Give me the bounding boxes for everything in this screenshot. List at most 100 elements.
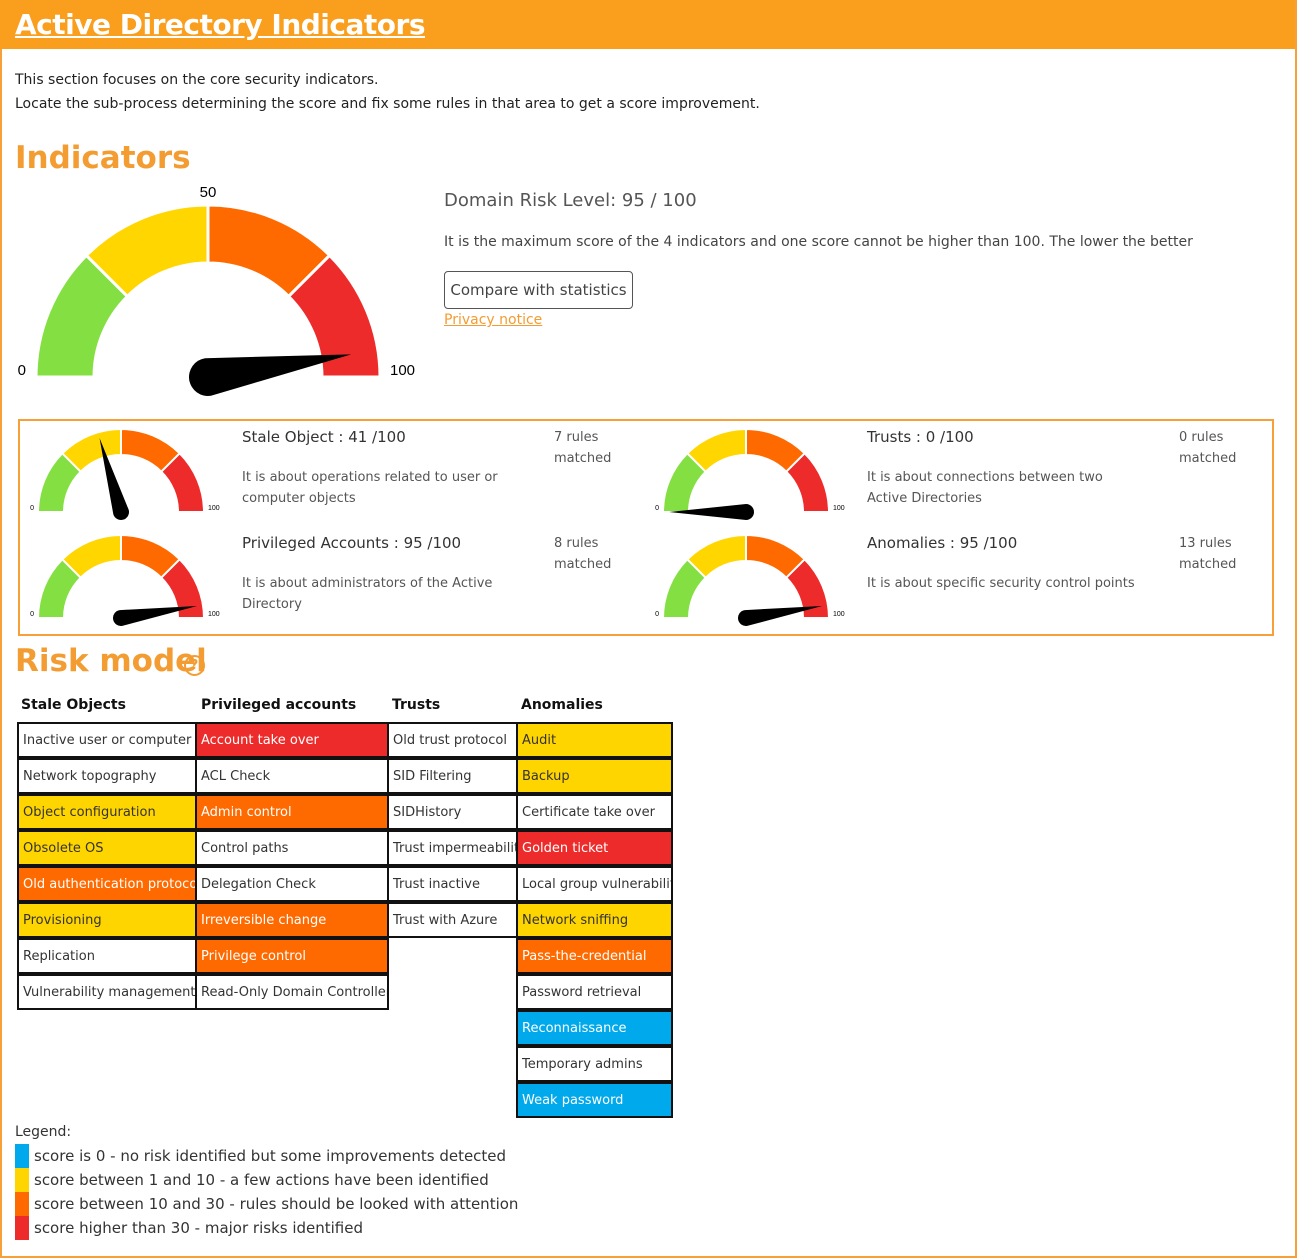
risk-model-cell[interactable]: Account take over (195, 722, 389, 758)
indicators-heading: Indicators (15, 140, 191, 176)
privileged-accounts-gauge: 0 50 100 (30, 533, 220, 626)
risk-model-cell[interactable]: Privilege control (195, 938, 389, 974)
mini-gauge-segment-red (784, 451, 831, 513)
risk-model-cell[interactable]: Obsolete OS (17, 830, 197, 866)
mini-gauge-needle (669, 504, 754, 520)
mini-gauge-tick-mid: 50 (117, 427, 125, 428)
risk-model-cell[interactable]: Control paths (195, 830, 389, 866)
risk-model-cell[interactable]: Pass-the-credential (516, 938, 673, 974)
risk-model-cell[interactable]: Trust inactive (387, 866, 518, 902)
mini-gauge-segment-red (159, 451, 206, 513)
risk-model-cell[interactable]: Network sniffing (516, 902, 673, 938)
indicator-title: Stale Object : 41 /100 (242, 428, 406, 446)
legend-label: score higher than 30 - major risks ident… (34, 1219, 364, 1237)
indicator-description: It is about specific security control po… (867, 576, 1135, 591)
legend-label: score between 10 and 30 - rules should b… (34, 1195, 519, 1213)
risk-model-cell[interactable]: ACL Check (195, 758, 389, 794)
mini-gauge-segment-red (159, 557, 206, 619)
indicator-description: It is about connections between two Acti… (867, 470, 1103, 506)
risk-model-cell[interactable]: Vulnerability management (17, 974, 197, 1010)
risk-model-cell[interactable]: Object configuration (17, 794, 197, 830)
risk-model-cell[interactable]: Old authentication protocols (17, 866, 197, 902)
stale-objects-gauge: 0 50 100 (30, 427, 220, 520)
legend-swatch (15, 1144, 29, 1168)
trusts-gauge: 0 50 100 (655, 427, 845, 520)
privacy-notice-link[interactable]: Privacy notice (444, 312, 543, 328)
domain-gauge-needle (189, 354, 352, 396)
domain-gauge-tick-min: 0 (18, 362, 26, 379)
mini-gauge-needle (738, 605, 823, 626)
indicator-rules-count: 8 rules matched (554, 536, 612, 572)
risk-model-cell[interactable]: Provisioning (17, 902, 197, 938)
risk-model-cell[interactable]: Trust impermeability (387, 830, 518, 866)
risk-column-header: Privileged accounts (201, 697, 357, 713)
risk-model-cell[interactable]: Inactive user or computer (17, 722, 197, 758)
anomalies-gauge: 0 50 100 (655, 533, 845, 626)
risk-column-header: Stale Objects (21, 697, 126, 713)
mini-gauge-tick-mid: 50 (117, 533, 125, 534)
question-circle-icon[interactable]: ? (184, 655, 205, 676)
legend-swatch (15, 1192, 29, 1216)
mini-gauge-tick-min: 0 (30, 505, 34, 512)
mini-gauge-tick-max: 100 (833, 505, 845, 512)
risk-model-cell[interactable]: Trust with Azure (387, 902, 518, 938)
intro-line-2: Locate the sub-process determining the s… (15, 96, 760, 112)
mini-gauge-tick-mid: 50 (742, 427, 750, 428)
risk-model-cell[interactable]: Admin control (195, 794, 389, 830)
risk-model-cell[interactable]: Network topography (17, 758, 197, 794)
indicator-title: Anomalies : 95 /100 (867, 534, 1018, 552)
compare-statistics-button[interactable]: Compare with statistics (444, 271, 633, 309)
page-title[interactable]: Active Directory Indicators (15, 8, 426, 41)
indicator-stale-objects: 0 50 100 Stale Object : 41 /100 It is abou… (20, 423, 640, 527)
mini-gauge-tick-min: 0 (655, 611, 659, 618)
mini-gauge-tick-min: 0 (655, 505, 659, 512)
legend-swatch (15, 1216, 29, 1240)
risk-model-cell[interactable]: Password retrieval (516, 974, 673, 1010)
risk-model-cell[interactable]: Local group vulnerability (516, 866, 673, 902)
indicator-privileged-accounts: 0 50 100 Privileged Accounts : 95 /100 It … (20, 529, 640, 633)
mini-gauge-tick-min: 0 (30, 611, 34, 618)
risk-model-cell[interactable]: Reconnaissance (516, 1010, 673, 1046)
legend-label: score between 1 and 10 - a few actions h… (34, 1171, 489, 1189)
mini-gauge-segment-red (784, 557, 831, 619)
risk-model-cell[interactable]: SID Filtering (387, 758, 518, 794)
mini-gauge-tick-max: 100 (208, 611, 220, 618)
mini-gauge-tick-mid: 50 (742, 533, 750, 534)
indicator-anomalies: 0 50 100 Anomalies : 95 /100 It is about s… (645, 529, 1265, 633)
mini-gauge-needle (113, 605, 198, 626)
indicators-panel: 0 50 100 Stale Object : 41 /100 It is abou… (18, 419, 1274, 636)
indicator-rules-count: 13 rules matched (1179, 536, 1237, 572)
risk-column-header: Anomalies (521, 697, 603, 713)
risk-model-cell[interactable]: Old trust protocol (387, 722, 518, 758)
risk-model-cell[interactable]: Replication (17, 938, 197, 974)
legend-swatch (15, 1168, 29, 1192)
legend-label: score is 0 - no risk identified but some… (34, 1147, 507, 1165)
intro-text: This section focuses on the core securit… (15, 68, 760, 116)
risk-model-cell[interactable]: Golden ticket (516, 830, 673, 866)
risk-model-heading: Risk model (15, 643, 207, 679)
domain-risk-title: Domain Risk Level: 95 / 100 (444, 190, 697, 211)
risk-model-cell[interactable]: Delegation Check (195, 866, 389, 902)
risk-model-cell[interactable]: Weak password (516, 1082, 673, 1118)
intro-line-1: This section focuses on the core securit… (15, 72, 379, 88)
indicator-rules-count: 7 rules matched (554, 430, 612, 466)
mini-gauge-tick-max: 100 (208, 505, 220, 512)
indicator-rules-count: 0 rules matched (1179, 430, 1237, 466)
risk-model-cell[interactable]: Audit (516, 722, 673, 758)
domain-risk-description: It is the maximum score of the 4 indicat… (444, 234, 1193, 250)
risk-model-cell[interactable]: Backup (516, 758, 673, 794)
domain-gauge-segment-red (286, 253, 382, 379)
risk-model-cell[interactable]: Certificate take over (516, 794, 673, 830)
risk-model-cell[interactable]: Read-Only Domain Controllers (195, 974, 389, 1010)
indicator-description: It is about operations related to user o… (242, 470, 498, 506)
risk-model-cell[interactable]: Temporary admins (516, 1046, 673, 1082)
domain-gauge-tick-mid: 50 (200, 184, 217, 201)
domain-gauge-tick-max: 100 (390, 362, 415, 379)
legend-title: Legend: (15, 1124, 72, 1140)
risk-model-cell[interactable]: SIDHistory (387, 794, 518, 830)
risk-model-cell[interactable]: Irreversible change (195, 902, 389, 938)
indicator-description: It is about administrators of the Active… (242, 576, 493, 612)
risk-column-header: Trusts (392, 697, 441, 713)
indicator-trusts: 0 50 100 Trusts : 0 /100 It is about conne… (645, 423, 1265, 527)
